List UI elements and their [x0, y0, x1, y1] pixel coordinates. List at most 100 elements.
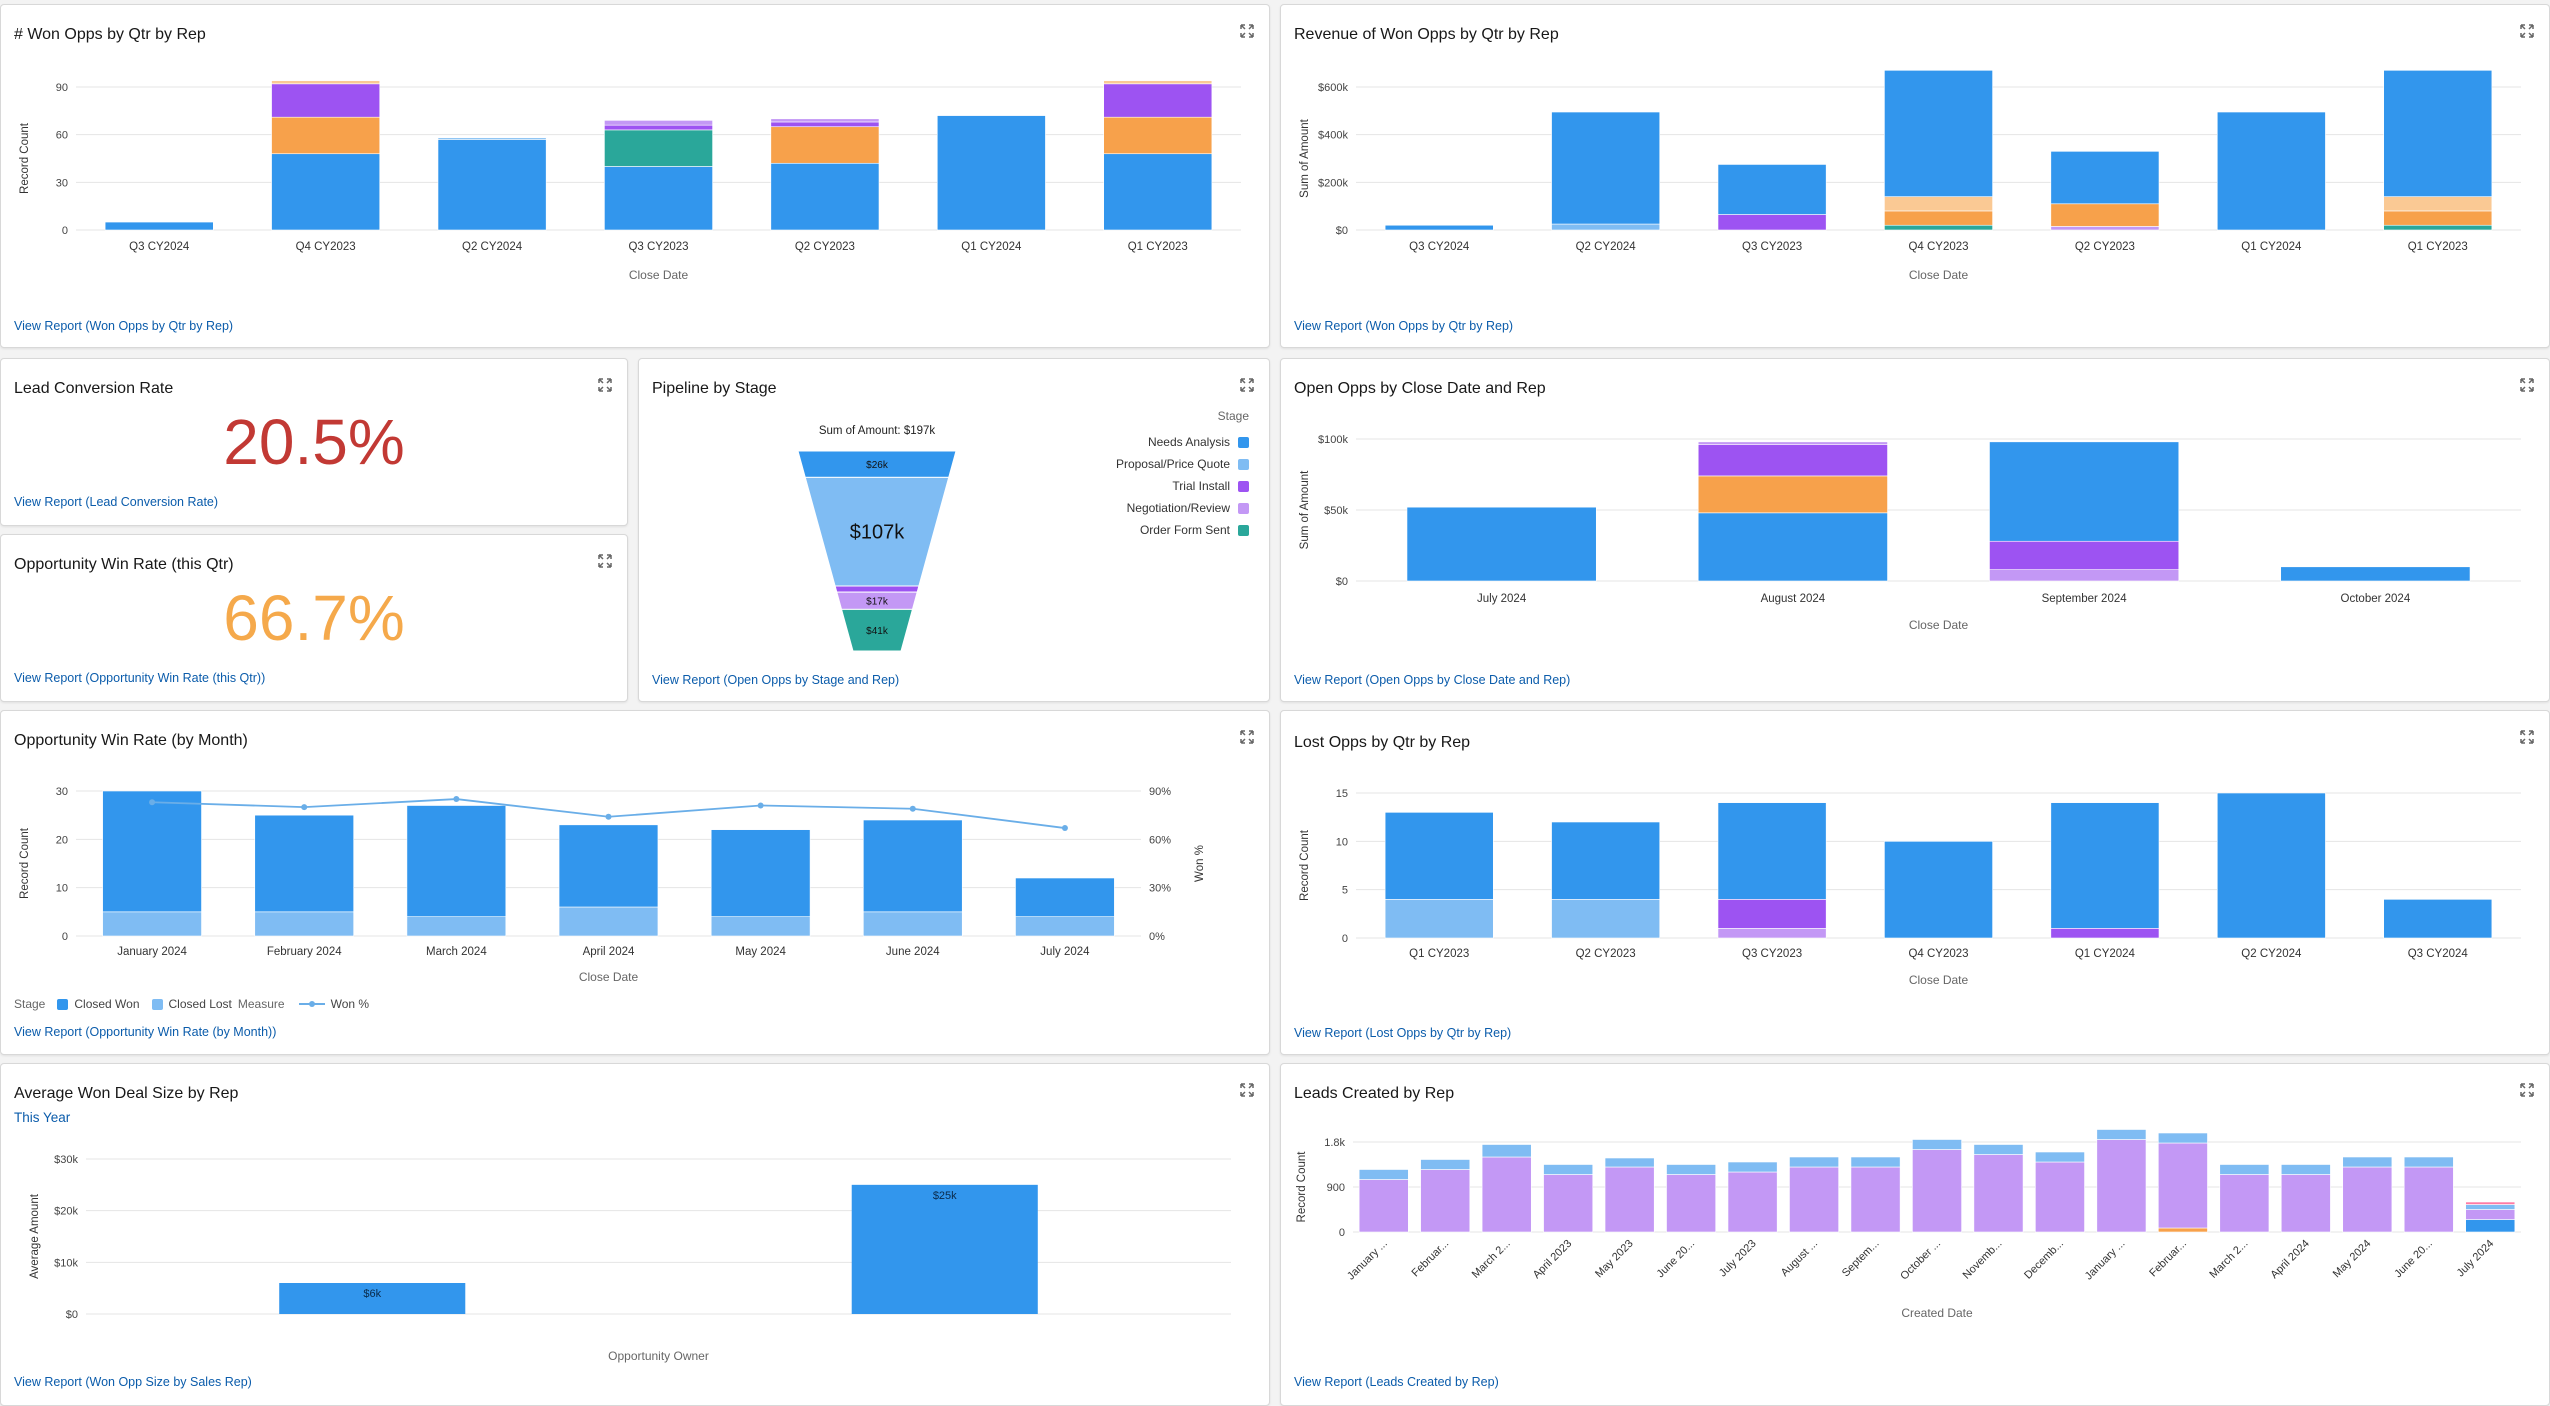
bar-segment[interactable]	[1384, 812, 1494, 900]
expand-icon[interactable]	[2519, 377, 2535, 393]
bar-segment[interactable]	[2383, 899, 2493, 939]
bar-segment[interactable]	[1406, 506, 1597, 582]
bar-segment[interactable]	[437, 137, 547, 140]
bar-segment[interactable]	[406, 916, 507, 937]
legend-closed-won[interactable]: Closed Won	[74, 997, 140, 1011]
bar-segment[interactable]	[2280, 1164, 2331, 1175]
won-pct-point[interactable]	[757, 802, 764, 809]
expand-icon[interactable]	[2519, 1082, 2535, 1098]
legend-item[interactable]: Proposal/Price Quote	[1116, 453, 1249, 475]
bar-segment[interactable]	[2219, 1174, 2270, 1233]
bar-segment[interactable]	[2383, 224, 2493, 231]
bar-segment[interactable]	[2383, 196, 2493, 212]
bar-segment[interactable]	[2158, 1132, 2208, 1144]
expand-icon[interactable]	[1239, 377, 1255, 393]
bar-segment[interactable]	[271, 83, 381, 118]
bar-segment[interactable]	[2035, 1161, 2085, 1233]
bar-segment[interactable]	[1717, 899, 1827, 929]
bar-segment[interactable]	[604, 124, 713, 131]
bar-segment[interactable]	[1973, 1154, 2024, 1233]
legend-won-pct[interactable]: Won %	[330, 997, 370, 1011]
bar-segment[interactable]	[1551, 111, 1661, 225]
bar-segment[interactable]	[271, 80, 381, 85]
bar-segment[interactable]	[1884, 224, 1993, 231]
expand-icon[interactable]	[2519, 23, 2535, 39]
bar-segment[interactable]	[710, 916, 811, 937]
bar[interactable]	[279, 1283, 466, 1314]
bar-segment[interactable]	[1358, 1179, 1409, 1233]
bar-segment[interactable]	[1989, 540, 2180, 570]
bar-segment[interactable]	[2050, 203, 2160, 227]
expand-icon[interactable]	[1239, 1082, 1255, 1098]
bar-segment[interactable]	[2050, 226, 2160, 231]
bar-segment[interactable]	[1384, 224, 1494, 231]
bar-segment[interactable]	[710, 829, 811, 917]
bar-segment[interactable]	[770, 121, 880, 128]
bar-segment[interactable]	[2342, 1156, 2393, 1168]
view-report-link[interactable]: View Report (Lost Opps by Qtr by Rep)	[1294, 1026, 1512, 1040]
bar-segment[interactable]	[1989, 569, 2180, 582]
bar-segment[interactable]	[1015, 916, 1115, 937]
bar-segment[interactable]	[770, 162, 880, 231]
bar-segment[interactable]	[1358, 1169, 1409, 1180]
won-pct-point[interactable]	[301, 804, 308, 811]
bar-segment[interactable]	[1884, 70, 1993, 197]
bar-segment[interactable]	[254, 814, 354, 913]
won-pct-point[interactable]	[1061, 825, 1068, 832]
bar-segment[interactable]	[271, 116, 381, 155]
bar-segment[interactable]	[1973, 1144, 2024, 1155]
bar-segment[interactable]	[1717, 214, 1827, 231]
bar-segment[interactable]	[1884, 210, 1993, 226]
bar-segment[interactable]	[2403, 1156, 2454, 1168]
bar-segment[interactable]	[1420, 1169, 1471, 1233]
bar-segment[interactable]	[2216, 792, 2326, 939]
bar-segment[interactable]	[1884, 841, 1993, 939]
bar-segment[interactable]	[936, 115, 1046, 231]
legend-item[interactable]: Negotiation/Review	[1116, 497, 1249, 519]
funnel-segment[interactable]	[840, 608, 914, 652]
bar-segment[interactable]	[102, 790, 202, 913]
bar-segment[interactable]	[604, 129, 713, 167]
bar-segment[interactable]	[2158, 1142, 2208, 1229]
bar-segment[interactable]	[1543, 1174, 1594, 1233]
bar-segment[interactable]	[2280, 1174, 2331, 1233]
bar-segment[interactable]	[770, 118, 880, 123]
bar-segment[interactable]	[2465, 1219, 2516, 1233]
bar-segment[interactable]	[271, 153, 381, 231]
bar-segment[interactable]	[604, 120, 713, 126]
bar-segment[interactable]	[1989, 441, 2180, 542]
bar-segment[interactable]	[1727, 1161, 1778, 1173]
bar-segment[interactable]	[1789, 1166, 1839, 1233]
bar-segment[interactable]	[1912, 1139, 1962, 1150]
bar-segment[interactable]	[2403, 1166, 2454, 1233]
bar-segment[interactable]	[2035, 1151, 2085, 1163]
won-pct-point[interactable]	[605, 813, 612, 820]
bar-segment[interactable]	[1697, 512, 1888, 582]
bar[interactable]	[851, 1184, 1038, 1314]
view-report-link[interactable]: View Report (Won Opp Size by Sales Rep)	[14, 1375, 252, 1389]
bar-segment[interactable]	[2465, 1201, 2516, 1205]
won-pct-point[interactable]	[149, 799, 156, 806]
bar-segment[interactable]	[604, 166, 713, 231]
expand-icon[interactable]	[597, 377, 613, 393]
bar-segment[interactable]	[2383, 70, 2493, 197]
bar-segment[interactable]	[1015, 877, 1115, 917]
view-report-link[interactable]: View Report (Opportunity Win Rate (this …	[14, 671, 266, 685]
legend-closed-lost[interactable]: Closed Lost	[168, 997, 232, 1011]
bar-segment[interactable]	[1850, 1156, 1901, 1168]
bar-segment[interactable]	[1103, 83, 1213, 118]
expand-icon[interactable]	[2519, 729, 2535, 745]
bar-segment[interactable]	[2158, 1227, 2208, 1233]
bar-segment[interactable]	[1543, 1164, 1594, 1175]
view-report-link[interactable]: View Report (Lead Conversion Rate)	[14, 495, 219, 509]
funnel-segment[interactable]	[834, 585, 920, 593]
bar-segment[interactable]	[863, 911, 963, 937]
bar-segment[interactable]	[2050, 802, 2160, 929]
bar-segment[interactable]	[2383, 210, 2493, 226]
legend-item[interactable]: Order Form Sent	[1116, 519, 1249, 541]
bar-segment[interactable]	[1697, 475, 1888, 514]
bar-segment[interactable]	[770, 126, 880, 164]
bar-segment[interactable]	[2280, 566, 2471, 582]
bar-segment[interactable]	[437, 139, 547, 231]
bar-segment[interactable]	[1481, 1156, 1532, 1233]
